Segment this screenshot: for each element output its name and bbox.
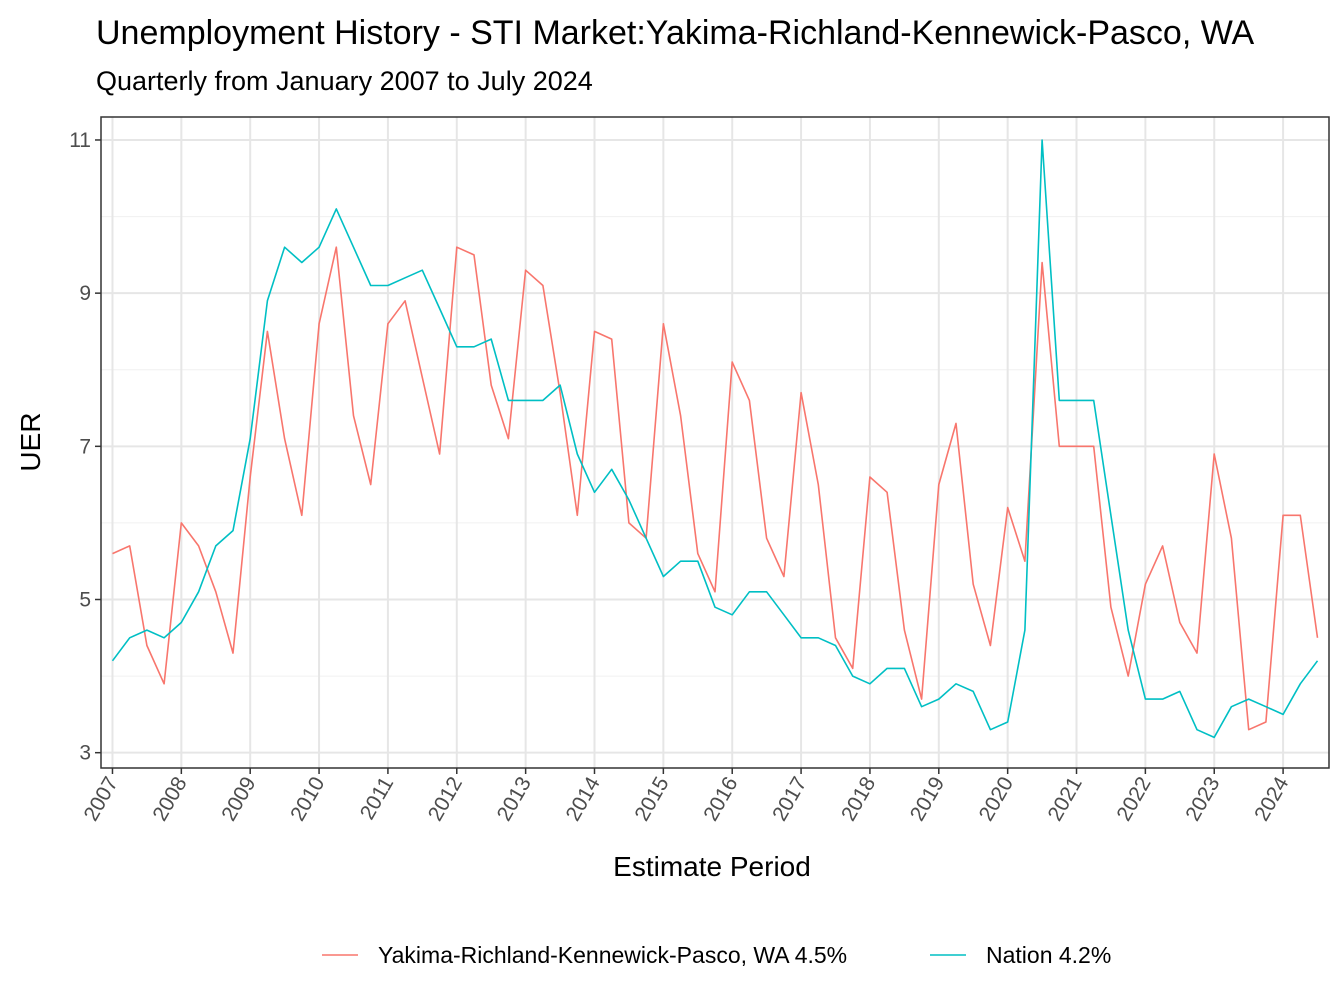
x-tick-label: 2008 <box>148 773 191 825</box>
x-tick-label: 2017 <box>768 773 811 825</box>
x-tick-label: 2019 <box>906 773 949 825</box>
x-tick-label: 2013 <box>493 773 536 825</box>
x-tick-label: 2024 <box>1250 773 1293 825</box>
x-tick-label: 2014 <box>562 773 605 825</box>
y-tick-label: 11 <box>69 129 91 152</box>
series-line-nation <box>111 139 1319 739</box>
x-axis: 2007 2008 2009 2010 2011 2012 2013 2014 2015 2016… <box>80 768 1294 825</box>
x-tick-label: 2021 <box>1044 773 1087 825</box>
grid-minor <box>101 216 1329 677</box>
x-tick-label: 2009 <box>217 773 260 825</box>
x-tick-label: 2018 <box>837 773 880 825</box>
y-tick-label: 5 <box>79 589 91 612</box>
x-tick-label: 2022 <box>1112 773 1155 825</box>
x-tick-label: 2010 <box>286 773 329 825</box>
legend: Yakima-Richland-Kennewick-Pasco, WA 4.5%… <box>322 942 1111 968</box>
chart-subtitle: Quarterly from January 2007 to July 2024 <box>96 66 593 96</box>
y-tick-label: 3 <box>79 742 91 765</box>
plot-panel-border <box>100 116 1330 769</box>
x-tick-label: 2016 <box>699 773 742 825</box>
x-tick-label: 2007 <box>80 773 123 825</box>
x-tick-label: 2015 <box>630 773 673 825</box>
x-tick-label: 2012 <box>424 773 467 825</box>
x-axis-title: Estimate Period <box>613 851 811 882</box>
x-tick-label: 2020 <box>975 773 1018 825</box>
legend-label-market: Yakima-Richland-Kennewick-Pasco, WA 4.5% <box>378 942 847 968</box>
x-tick-label: 2011 <box>356 773 399 824</box>
series-layer <box>111 139 1319 739</box>
series-line-market <box>112 246 1319 731</box>
y-axis-title: UER <box>15 412 46 471</box>
chart-title: Unemployment History - STI Market:Yakima… <box>96 14 1255 52</box>
legend-label-nation: Nation 4.2% <box>986 942 1111 968</box>
x-tick-label: 2023 <box>1181 773 1224 825</box>
y-tick-label: 7 <box>79 435 91 458</box>
y-tick-label: 9 <box>79 282 91 305</box>
y-axis: 3 5 7 9 11 <box>69 129 101 765</box>
grid-major <box>101 117 1329 768</box>
